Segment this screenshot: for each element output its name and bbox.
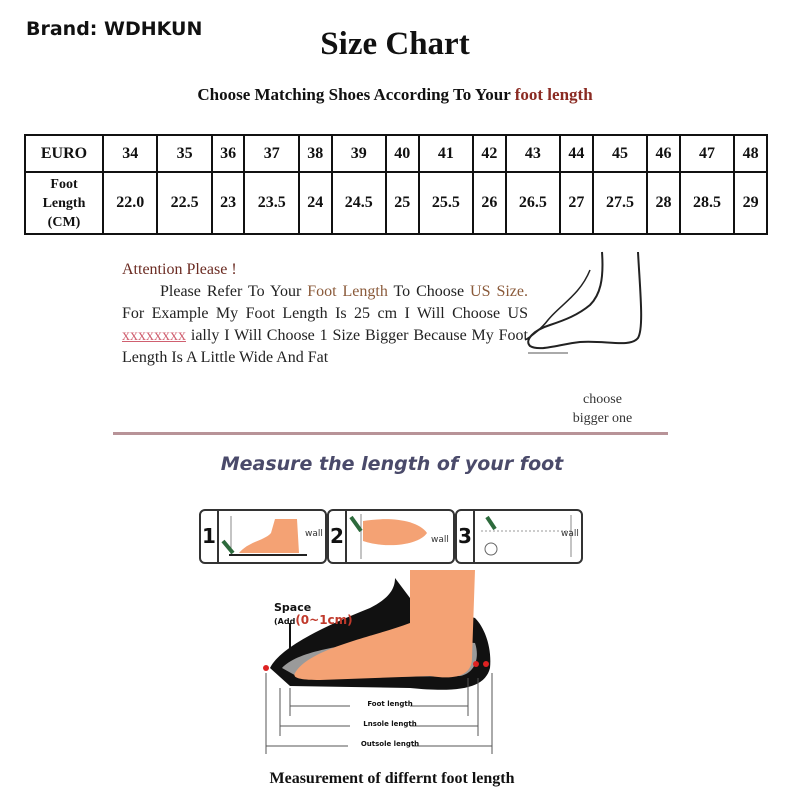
attention-note: Attention Please ! Please Refer To Your … — [122, 259, 528, 369]
subtitle-highlight: foot length — [514, 85, 593, 104]
foot-length-cell: 24 — [297, 171, 333, 235]
wall-label: wall — [561, 529, 579, 539]
shoe-foot-diagram — [263, 570, 493, 754]
brand-label: Brand: WDHKUN — [26, 18, 203, 40]
foot-length-cell: 25 — [384, 171, 420, 235]
foot-length-cell: 22.5 — [156, 171, 213, 235]
foot-length-cell: 26 — [472, 171, 507, 235]
foot-length-cell: 26.5 — [504, 171, 562, 235]
foot-length-label: Foot Length (CM) — [24, 171, 104, 235]
foot-length-cell: 22.0 — [101, 171, 159, 235]
measure-heading: Measure the length of your foot — [220, 453, 564, 475]
foot-length-row: Foot Length (CM) 22.0 22.5 23 23.5 24 24.5 25 25.… — [24, 171, 768, 235]
attention-body: Please Refer To Your Foot Length To Choo… — [122, 283, 528, 366]
step-number: 1 — [201, 511, 219, 562]
euro-size-cell: 35 — [156, 134, 213, 173]
foot-length-cell: 27 — [559, 171, 594, 235]
euro-size-cell: 37 — [243, 134, 300, 173]
euro-row: EURO 34 35 36 37 38 39 40 41 42 43 44 45 46 47 48 — [24, 134, 768, 173]
subtitle: Choose Matching Shoes According To Your … — [0, 85, 790, 105]
wall-label: wall — [431, 535, 449, 545]
euro-size-cell: 41 — [417, 134, 475, 173]
foot-length-cell: 28 — [646, 171, 681, 235]
caption: Measurement of differnt foot length — [269, 770, 515, 787]
step-number: 2 — [329, 511, 347, 562]
euro-size-cell: 48 — [733, 134, 768, 173]
euro-size-cell: 39 — [330, 134, 387, 173]
subtitle-text: Choose Matching Shoes According To Your — [197, 85, 515, 104]
measure-icon — [481, 515, 572, 557]
attention-heading: Attention Please ! — [122, 261, 237, 278]
step-number: 3 — [457, 511, 475, 562]
euro-size-cell: 40 — [384, 134, 420, 173]
foot-side-icon — [221, 516, 307, 556]
euro-label: EURO — [24, 134, 104, 173]
foot-sketch-icon — [524, 251, 643, 354]
euro-size-cell: 47 — [678, 134, 736, 173]
euro-size-cell: 44 — [559, 134, 594, 173]
choose-bigger-note: choose bigger one — [572, 392, 633, 426]
foot-top-icon — [349, 514, 427, 559]
foot-length-cell: 27.5 — [591, 171, 649, 235]
foot-length-cell: 23.5 — [243, 171, 300, 235]
euro-size-cell: 38 — [297, 134, 333, 173]
divider — [113, 432, 668, 435]
foot-length-cell: 29 — [733, 171, 768, 235]
euro-size-cell: 43 — [504, 134, 562, 173]
foot-length-label: Foot length — [367, 700, 413, 708]
foot-length-cell: 23 — [210, 171, 246, 235]
foot-length-cell: 24.5 — [330, 171, 387, 235]
step-2-panel: 2 wall — [327, 509, 455, 564]
insole-length-label: Lnsole length — [363, 720, 417, 728]
foot-length-cell: 25.5 — [417, 171, 475, 235]
euro-size-cell: 36 — [210, 134, 246, 173]
outsole-length-label: Outsole length — [360, 740, 420, 748]
euro-size-cell: 46 — [646, 134, 681, 173]
step-3-panel: 3 wall — [455, 509, 583, 564]
euro-size-cell: 34 — [101, 134, 159, 173]
foot-length-cell: 28.5 — [678, 171, 736, 235]
wall-label: wall — [305, 529, 323, 539]
euro-size-cell: 42 — [472, 134, 507, 173]
size-table: EURO 34 35 36 37 38 39 40 41 42 43 44 45 46 47 48 Foot… — [24, 134, 768, 235]
space-add-label: (Add(0~1cm) — [274, 613, 353, 627]
step-1-panel: 1 wall — [199, 509, 327, 564]
space-label: Space — [274, 601, 312, 614]
euro-size-cell: 45 — [591, 134, 649, 173]
page-title: Size Chart — [320, 26, 470, 62]
